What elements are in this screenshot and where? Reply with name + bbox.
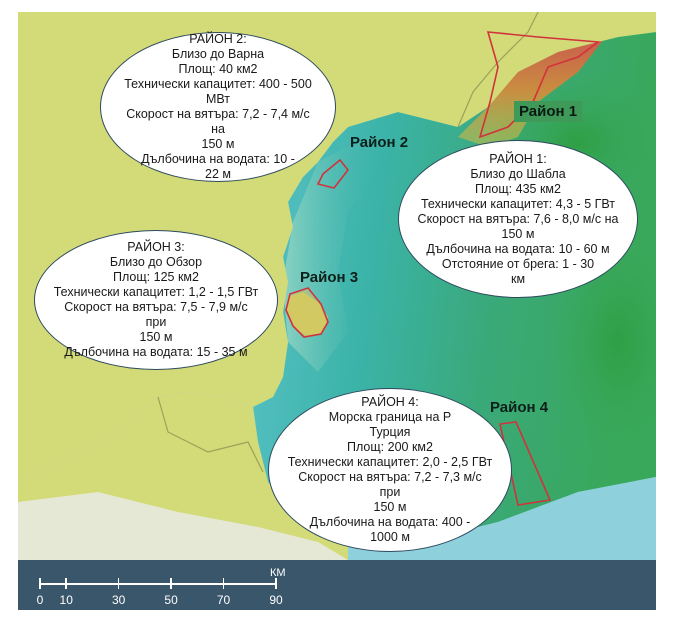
scale-tick (65, 578, 67, 589)
scale-tick (39, 578, 41, 589)
scale-tick-label: 90 (269, 593, 283, 607)
callout-zone1-shabla: РАЙОН 1: Близо до Шабла Площ: 435 км2 Те… (398, 140, 638, 298)
scale-tick (222, 578, 225, 589)
zone4-area[interactable] (499, 421, 552, 506)
callout-zone4-turkey: РАЙОН 4: Морска граница на Р Турция Площ… (268, 388, 512, 552)
zone3-label: Район 3 (300, 269, 359, 286)
scale-tick-label: 0 (36, 593, 44, 607)
scale-unit: КМ (270, 567, 286, 579)
zone1-label: Район 1 (514, 101, 583, 122)
callout-zone2-varna: РАЙОН 2: Близо до Варна Площ: 40 км2 Тех… (100, 32, 336, 182)
state-border-south (157, 396, 264, 473)
zone4-label: Район 4 (490, 399, 549, 416)
state-border (457, 12, 539, 128)
scale-tick-label: 70 (216, 593, 231, 607)
zone2-label: Район 2 (350, 134, 409, 151)
map-frame: Район 1 Район 2 Район 3 Район 4 РАЙОН 2:… (18, 12, 656, 610)
callout-zone3-obzor: РАЙОН 3: Близо до Обзор Площ: 125 км2 Те… (34, 230, 278, 370)
zone3-area[interactable] (285, 287, 329, 338)
north-shelf-warm (458, 34, 608, 147)
land-southwest (18, 492, 348, 560)
scale-tick-label: 10 (59, 593, 73, 607)
sea-southeast (348, 477, 656, 560)
scale-tick (170, 578, 172, 589)
scale-tick-label: 50 (164, 593, 178, 607)
scale-line (40, 583, 276, 585)
scale-bar: КМ 0 10 30 50 70 90 (18, 560, 656, 610)
scale-tick (275, 578, 277, 589)
scale-tick (117, 578, 120, 589)
cape-obzor (286, 292, 328, 337)
scale-tick-label: 30 (111, 593, 126, 607)
zone2-area[interactable] (316, 158, 350, 189)
